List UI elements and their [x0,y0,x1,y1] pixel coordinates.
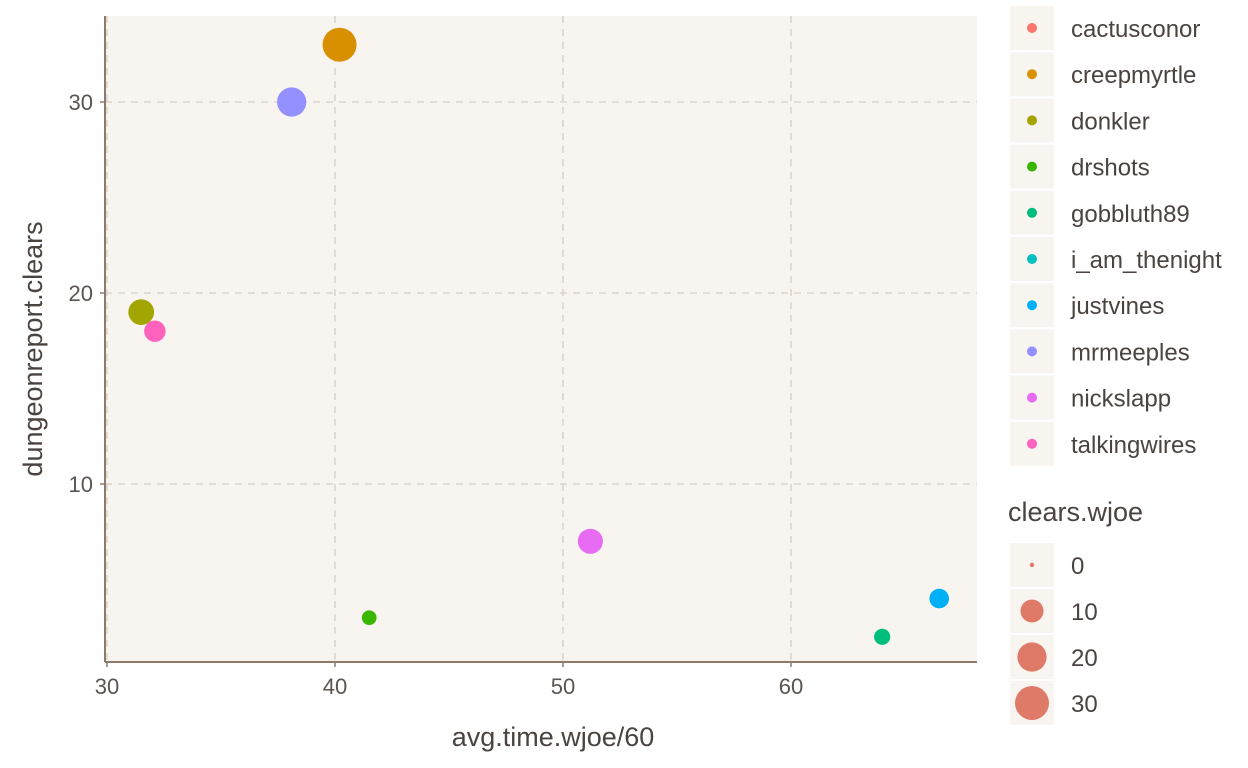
legend-label: gobbluth89 [1071,201,1190,228]
legend-label: donkler [1071,108,1150,135]
point-gobbluth89 [874,628,891,645]
y-axis-title: dungeonreport.clears [18,221,48,476]
legend-key-nickslapp [1027,392,1037,403]
x-tick-label: 40 [323,674,347,699]
x-tick-label: 60 [779,674,803,699]
legend-key-cactusconor [1027,23,1037,33]
legend-label: talkingwires [1071,432,1196,459]
size-key-20 [1017,642,1047,672]
x-axis-title: avg.time.wjoe/60 [452,722,655,752]
plot-panel [105,16,977,662]
point-justvines [929,588,950,609]
legend-label: nickslapp [1071,386,1171,413]
legend-key-i_am_thenight [1027,254,1037,264]
size-key-10 [1020,599,1044,623]
tick-labels: 30 40 50 60 10 20 30 [69,90,804,699]
y-tick-label: 10 [69,472,93,497]
size-legend-label: 20 [1071,645,1098,672]
legend-label: drshots [1071,155,1150,182]
point-talkingwires [144,320,166,342]
axes [104,16,977,663]
legend-key-gobbluth89 [1027,207,1037,218]
point-nickslapp [577,528,603,554]
point-drshots [361,610,377,626]
legend-label: cactusconor [1071,16,1200,43]
grid-lines [105,16,977,662]
legend-label: creepmyrtle [1071,62,1196,89]
legend-key-talkingwires [1027,438,1037,449]
size-legend-label: 10 [1071,599,1098,626]
size-legend-label: 30 [1071,691,1098,718]
size-key-30 [1015,686,1049,720]
y-tick-label: 20 [69,281,93,306]
point-mrmeeples [277,87,307,117]
legend-label: mrmeeples [1071,339,1190,366]
legend-key-justvines [1027,300,1037,311]
legend-key-mrmeeples [1027,346,1037,357]
point-creepmyrtle [322,27,357,62]
legend-label: i_am_thenight [1071,247,1222,274]
legend-key-drshots [1027,161,1037,172]
point-donkler [128,299,155,325]
size-key-0 [1029,562,1035,568]
data-points [128,27,950,645]
legend-key-donkler [1027,115,1037,126]
legend-label: justvines [1070,293,1164,320]
size-legend: clears.wjoe 0 10 20 30 [1008,497,1143,725]
legend-key-creepmyrtle [1027,69,1037,80]
y-tick-label: 30 [69,90,93,115]
size-legend-label: 0 [1071,553,1084,580]
colour-legend: cactusconor creepmyrtle donkler drshots gobb… [1010,6,1222,466]
size-legend-title: clears.wjoe [1008,497,1143,527]
x-tick-label: 30 [95,674,119,699]
x-tick-label: 50 [551,674,575,699]
